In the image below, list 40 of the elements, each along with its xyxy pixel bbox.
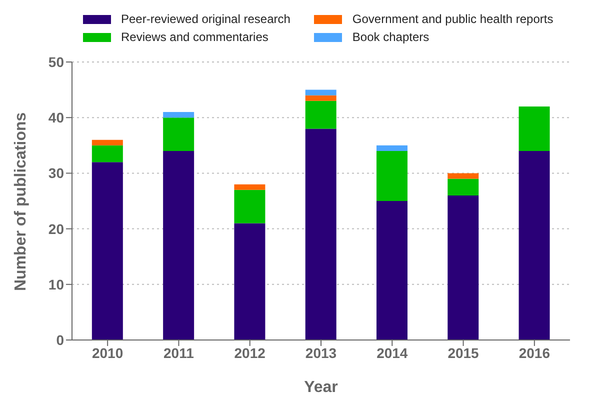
x-axis-title: Year xyxy=(304,379,338,396)
x-tick-label: 2010 xyxy=(92,344,124,361)
bar xyxy=(234,223,266,340)
bar xyxy=(376,201,408,340)
bar xyxy=(376,145,408,151)
bar xyxy=(305,90,336,96)
bar xyxy=(518,106,550,151)
legend-label: Peer-reviewed original research xyxy=(121,12,290,26)
bar xyxy=(163,118,194,151)
bar xyxy=(92,162,123,340)
bar xyxy=(163,150,194,340)
y-tick-label: 0 xyxy=(56,332,64,348)
x-tick-label: 2016 xyxy=(518,344,550,361)
y-axis-title: Number of publications xyxy=(12,112,30,291)
x-tick-label: 2014 xyxy=(376,344,408,361)
bar xyxy=(305,95,336,101)
bar xyxy=(163,112,194,118)
bar xyxy=(305,100,336,129)
bar xyxy=(92,145,123,162)
y-tick-label: 50 xyxy=(48,54,64,70)
bar xyxy=(234,190,266,224)
y-tick-label: 10 xyxy=(48,276,64,292)
legend-label: Book chapters xyxy=(352,30,430,44)
bar xyxy=(448,173,479,179)
y-tick-label: 20 xyxy=(48,220,64,237)
bar xyxy=(376,150,408,201)
x-tick-label: 2012 xyxy=(234,344,266,361)
legend-label: Reviews and commentaries xyxy=(121,30,268,44)
y-tick-label: 40 xyxy=(48,110,64,126)
bar xyxy=(92,140,123,146)
x-tick-label: 2013 xyxy=(305,344,337,361)
bar xyxy=(305,128,336,340)
bar xyxy=(518,150,550,340)
x-tick-label: 2015 xyxy=(448,344,480,361)
legend-label: Government and public health reports xyxy=(352,12,554,26)
bar xyxy=(448,195,479,340)
x-tick-label: 2011 xyxy=(164,344,194,361)
y-tick-label: 30 xyxy=(48,165,64,182)
bar xyxy=(234,184,266,190)
bar xyxy=(448,178,479,196)
